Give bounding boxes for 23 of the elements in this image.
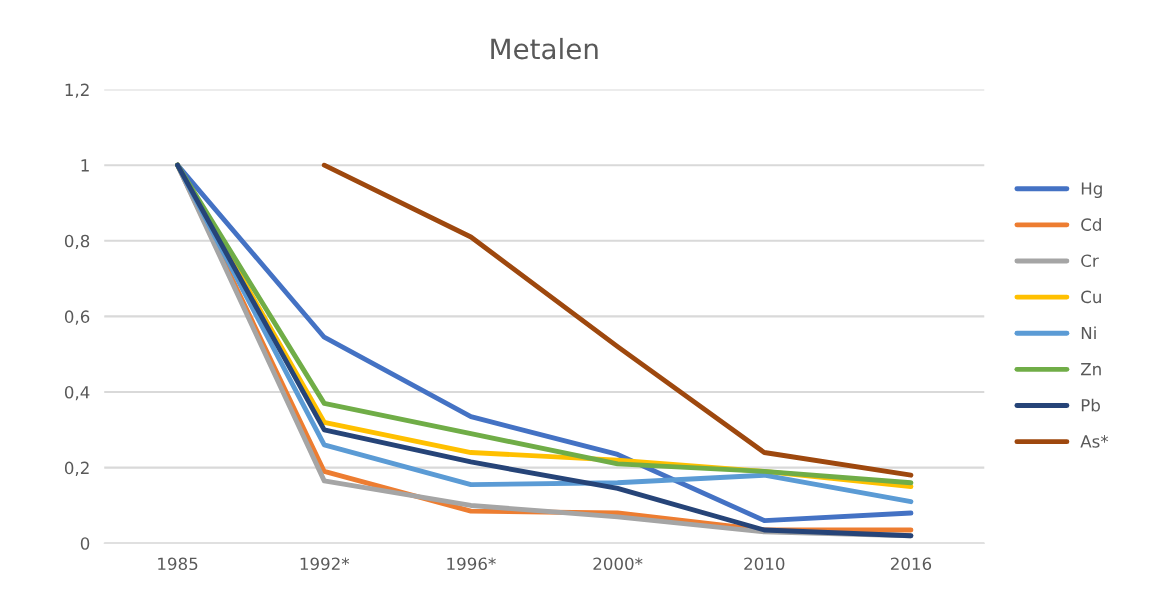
legend-label: Cr: [1081, 254, 1099, 268]
y-tick-label: 1,2: [65, 83, 89, 98]
y-tick-label: 0: [80, 537, 90, 550]
legend-label: As*: [1080, 435, 1109, 448]
y-tick-label: 0,4: [64, 385, 90, 401]
x-tick-label: 1996*: [447, 557, 496, 571]
legend-label: Cu: [1081, 290, 1101, 304]
y-tick-label: 1: [81, 159, 89, 172]
legend-label: Cd: [1081, 218, 1101, 231]
legend-label: Hg: [1081, 182, 1102, 199]
legend-label: Zn: [1080, 363, 1101, 376]
x-tick-label: 2016: [890, 557, 932, 571]
chart-title: Metalen: [491, 37, 598, 60]
line-series: [321, 162, 914, 478]
x-tick-label: 2000*: [593, 557, 643, 571]
y-tick-label: 0,8: [64, 234, 90, 250]
legend-label: Ni: [1081, 326, 1096, 340]
x-tick-label: 1985: [158, 557, 198, 571]
x-tick-label: 2010: [744, 557, 785, 571]
x-tick-label: 1992*: [300, 557, 350, 571]
y-tick-label: 0,6: [64, 310, 90, 325]
y-tick-label: 0,2: [64, 461, 89, 476]
legend-label: Pb: [1081, 398, 1100, 412]
